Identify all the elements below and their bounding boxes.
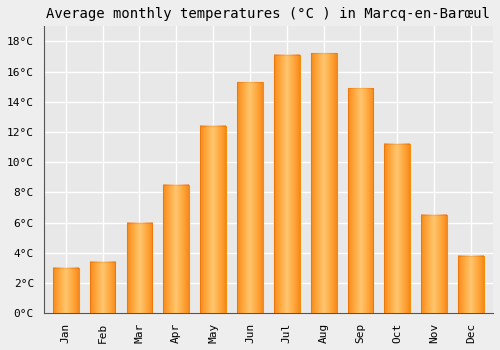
Bar (310, 54, 336, 313)
Bar (53, 268, 78, 313)
Bar (200, 126, 226, 313)
Bar (164, 185, 189, 313)
Bar (348, 88, 374, 313)
Bar (384, 144, 410, 313)
Bar (90, 262, 116, 313)
Bar (237, 82, 263, 313)
Bar (458, 256, 484, 313)
Title: Average monthly temperatures (°C ) in Marcq-en-Barœul: Average monthly temperatures (°C ) in Ma… (46, 7, 490, 21)
Bar (421, 215, 447, 313)
Bar (274, 55, 299, 313)
Bar (126, 223, 152, 313)
